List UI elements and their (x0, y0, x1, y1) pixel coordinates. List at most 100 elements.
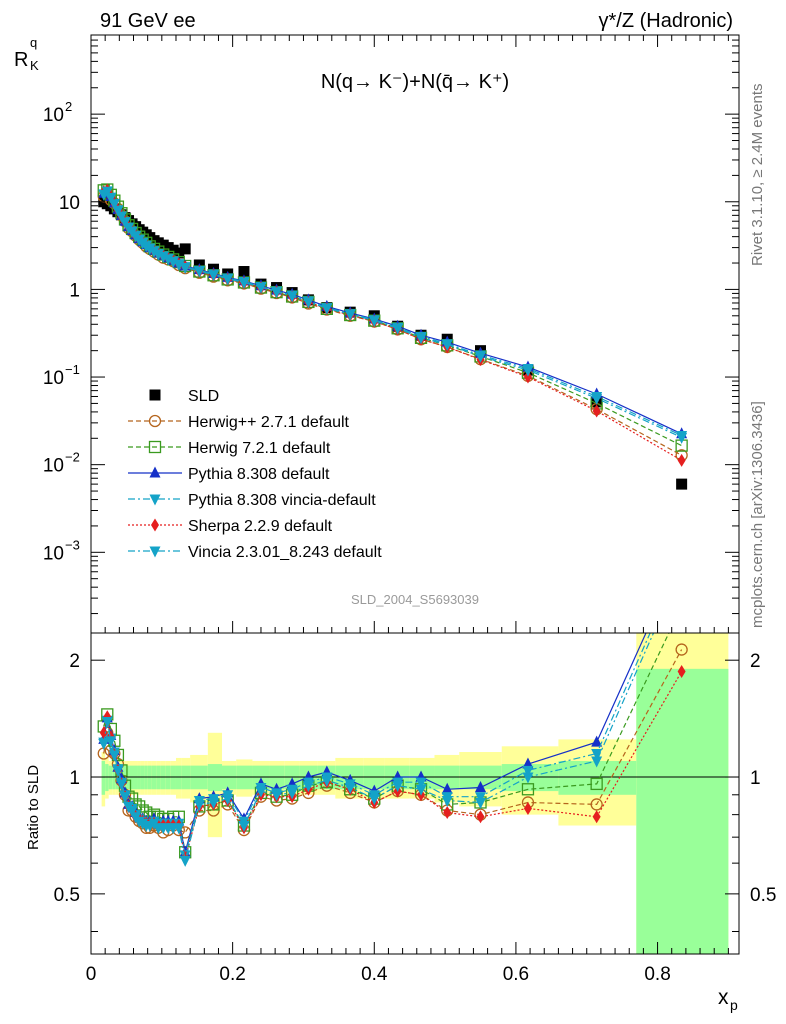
data-point (173, 259, 185, 271)
legend-marker (149, 494, 161, 506)
stat-uncertainty-band (101, 760, 106, 795)
ratio-point (475, 797, 487, 809)
x-tick-label: 0.4 (361, 964, 388, 985)
data-point (255, 282, 267, 294)
x-tick-label: 0.8 (644, 964, 670, 985)
legend-marker (151, 518, 159, 532)
tick-exponent: −2 (65, 450, 80, 465)
data-point (179, 262, 191, 274)
top-y-axis-title-base: R (14, 49, 28, 71)
legend-label: Sherpa 2.2.9 default (188, 518, 333, 535)
ratio-y-tick-label-left: 2 (69, 651, 80, 672)
data-point (173, 247, 185, 259)
ratio-point (676, 601, 687, 612)
legend-entry-pythia-8-308-vincia-default: Pythia 8.308 vincia-default (128, 492, 376, 509)
ratio-y-tick-label-right: 0.5 (750, 885, 776, 906)
legend-marker (148, 414, 162, 428)
data-point (167, 244, 179, 256)
ratio-y-tick-label-left: 0.5 (54, 885, 80, 906)
ratio-point (208, 797, 220, 809)
ratio-point (368, 794, 380, 806)
data-point (101, 186, 113, 198)
x-tick-label: 0.2 (219, 964, 245, 985)
data-point (271, 287, 283, 299)
ratio-point (321, 775, 333, 787)
ratio-point (522, 757, 534, 769)
data-point (368, 316, 380, 328)
data-point (222, 274, 234, 286)
legend-marker (149, 546, 161, 558)
data-point (592, 404, 601, 418)
ratio-point (173, 823, 185, 835)
data-point (105, 192, 117, 204)
ratio-point (522, 765, 534, 777)
ratio-point (676, 558, 687, 569)
x-axis-title-sub: p (730, 997, 738, 1013)
legend-entry-sherpa-2-2-9-default: Sherpa 2.2.9 default (128, 518, 333, 535)
data-point (475, 351, 487, 363)
ratio-point (475, 780, 487, 792)
header-left-text: 91 GeV ee (100, 10, 196, 32)
x-tick-label: 0 (86, 964, 97, 985)
formula-annotation: N(q→ K⁻)+N(q̄→ K⁺) (321, 71, 509, 93)
top-y-tick-label: 10 2 (43, 99, 72, 126)
ratio-point (112, 765, 124, 777)
ratio-point (415, 777, 427, 789)
ratio-point (126, 805, 138, 817)
legend-marker (149, 466, 161, 478)
legend-entry-sld: SLD (149, 388, 219, 405)
ratio-point (441, 796, 453, 808)
legend: SLD Herwig++ 2.7.1 default Herwig 7.2.1 de… (128, 388, 382, 561)
bottom-y-axis-title: Ratio to SLD (25, 765, 42, 850)
ratio-point (392, 781, 404, 793)
ratio-y-tick-label-right: 1 (750, 768, 761, 789)
tick-base: 10 (59, 193, 80, 214)
ratio-point (675, 643, 688, 656)
data-point (523, 370, 532, 384)
ratio-point (441, 782, 453, 794)
stat-uncertainty-band (207, 764, 223, 792)
ratio-panel-series (97, 558, 688, 867)
legend-entry-pythia-8-308-default: Pythia 8.308 default (128, 466, 330, 483)
ratio-y-tick-label-left: 1 (69, 768, 80, 789)
data-point (676, 432, 688, 444)
stat-uncertainty-band (105, 764, 109, 792)
ratio-point (677, 665, 686, 679)
uncertainty-bands (91, 633, 739, 954)
legend-entry-vincia-2-3-01-8-243-default: Vincia 2.3.01_8.243 default (128, 544, 382, 561)
data-point (415, 333, 427, 345)
series-sld (98, 196, 688, 490)
data-point (591, 393, 603, 405)
tick-base: 10 (43, 105, 64, 126)
data-point (208, 270, 220, 282)
data-point (302, 297, 314, 309)
ratio-point (475, 792, 487, 804)
legend-marker (148, 440, 162, 454)
legend-marker (149, 389, 161, 401)
x-axis-title-base: x (718, 986, 729, 1009)
ratio-point (271, 790, 283, 802)
data-point (112, 205, 124, 217)
ratio-point (590, 777, 603, 791)
top-y-tick-label: 10 −3 (43, 537, 80, 564)
ratio-point (523, 801, 532, 815)
legend-label: Pythia 8.308 vincia-default (188, 492, 376, 509)
data-point (238, 277, 250, 289)
ratio-point (98, 739, 110, 751)
ratio-point (590, 798, 603, 811)
tick-base: 10 (43, 368, 64, 389)
tick-exponent: −3 (65, 537, 80, 552)
tick-exponent: −1 (65, 362, 80, 377)
top-y-tick-label: 10 −1 (43, 362, 80, 389)
ratio-point (255, 786, 267, 798)
ratio-point (302, 781, 314, 793)
data-point (677, 453, 686, 467)
ratio-point (476, 810, 485, 824)
top-y-axis-title-sup: q (30, 35, 37, 50)
ratio-point (108, 750, 120, 762)
data-point (676, 478, 688, 490)
series-vincia-2-3-01-8-243-default (98, 186, 688, 444)
data-point (193, 266, 205, 278)
